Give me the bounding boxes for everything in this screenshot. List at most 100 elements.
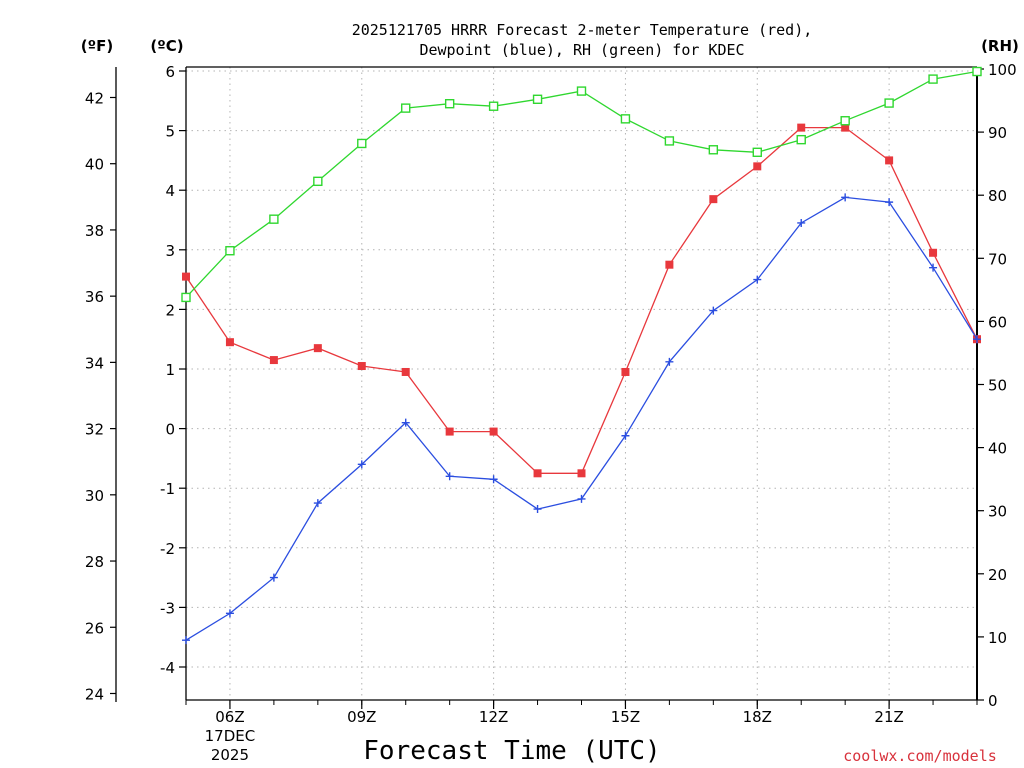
dewpoint-point bbox=[797, 218, 806, 227]
dewpoint-point bbox=[445, 472, 454, 481]
temperature-point bbox=[269, 356, 278, 365]
temperature-point bbox=[577, 469, 586, 478]
rh-tick-label: 0 bbox=[988, 692, 998, 710]
dewpoint-point bbox=[929, 263, 938, 272]
chart-title: 2025121705 HRRR Forecast 2-meter Tempera… bbox=[352, 21, 813, 39]
dewpoint-point bbox=[841, 193, 850, 202]
rh-series bbox=[181, 66, 982, 303]
rh-point bbox=[444, 99, 455, 109]
rh-tick-label: 20 bbox=[988, 566, 1007, 584]
rh-point bbox=[488, 101, 499, 111]
temperature-point bbox=[621, 367, 630, 376]
fahrenheit-tick-label: 36 bbox=[85, 288, 104, 306]
fahrenheit-tick-label: 32 bbox=[85, 421, 104, 439]
x-tick-date-label: 17DEC bbox=[205, 727, 256, 745]
rh-tick-label: 80 bbox=[988, 187, 1007, 205]
dewpoint-point bbox=[489, 475, 498, 484]
temperature-point bbox=[313, 344, 322, 353]
fahrenheit-tick-label: 38 bbox=[85, 222, 104, 240]
rh-point bbox=[181, 292, 191, 303]
x-tick-label: 21Z bbox=[874, 708, 903, 726]
rh-point bbox=[269, 214, 279, 224]
x-tick-label: 12Z bbox=[479, 708, 508, 726]
temperature-point bbox=[533, 469, 542, 478]
temperature-point bbox=[885, 156, 894, 165]
rh-tick-label: 50 bbox=[988, 377, 1007, 395]
x-tick-year-label: 2025 bbox=[211, 746, 249, 764]
rh-point bbox=[840, 116, 850, 126]
fahrenheit-tick-label: 24 bbox=[85, 685, 104, 703]
rh-point bbox=[884, 98, 894, 108]
celsius-tick-label: 4 bbox=[165, 182, 175, 200]
rh-point bbox=[401, 103, 411, 113]
rh-tick-label: 10 bbox=[988, 629, 1007, 647]
rh-tick-label: 100 bbox=[988, 61, 1017, 79]
dewpoint-point bbox=[973, 335, 981, 344]
celsius-tick-label: 1 bbox=[165, 361, 175, 379]
fahrenheit-tick-label: 30 bbox=[85, 487, 104, 505]
dewpoint-point bbox=[753, 275, 762, 284]
dewpoint-point bbox=[357, 460, 366, 469]
celsius-tick-label: 0 bbox=[165, 421, 175, 439]
rh-point bbox=[357, 138, 367, 149]
rh-tick-label: 30 bbox=[988, 503, 1007, 521]
dewpoint-point bbox=[401, 418, 410, 427]
x-tick-label: 15Z bbox=[611, 708, 640, 726]
dewpoint-series bbox=[182, 193, 981, 645]
celsius-tick-label: -4 bbox=[160, 659, 175, 677]
celsius-tick-label: 2 bbox=[165, 301, 175, 319]
dewpoint-point bbox=[313, 499, 322, 508]
fahrenheit-unit-label: (ºF) bbox=[81, 37, 113, 55]
celsius-tick-label: -1 bbox=[160, 480, 175, 498]
fahrenheit-tick-label: 40 bbox=[85, 156, 104, 174]
fahrenheit-tick-label: 28 bbox=[85, 553, 104, 571]
temperature-point bbox=[709, 195, 718, 204]
credit-label: coolwx.com/models bbox=[843, 747, 997, 765]
celsius-unit-label: (ºC) bbox=[150, 37, 183, 55]
fahrenheit-tick-label: 42 bbox=[85, 89, 104, 107]
temperature-point bbox=[182, 272, 190, 281]
temperature-point bbox=[489, 427, 498, 436]
rh-point bbox=[752, 147, 762, 157]
fahrenheit-tick-label: 34 bbox=[85, 354, 104, 372]
temperature-line bbox=[185, 126, 978, 474]
dewpoint-point bbox=[665, 357, 674, 366]
rh-tick-label: 90 bbox=[988, 124, 1007, 142]
temperature-series bbox=[182, 123, 981, 478]
temperature-point bbox=[665, 260, 674, 269]
temperature-point bbox=[225, 338, 234, 347]
rh-line bbox=[185, 70, 978, 298]
x-tick-label: 06Z bbox=[215, 708, 244, 726]
temperature-point bbox=[929, 248, 938, 257]
celsius-tick-label: 6 bbox=[165, 63, 175, 81]
chart-subtitle: Dewpoint (blue), RH (green) for KDEC bbox=[419, 41, 744, 59]
rh-point bbox=[928, 74, 938, 84]
dewpoint-point bbox=[269, 573, 278, 582]
rh-tick-label: 70 bbox=[988, 250, 1007, 268]
rh-tick-label: 60 bbox=[988, 313, 1007, 331]
rh-point bbox=[225, 246, 235, 256]
celsius-tick-label: -3 bbox=[160, 599, 175, 617]
fahrenheit-tick-label: 26 bbox=[85, 619, 104, 637]
celsius-tick-label: 3 bbox=[165, 242, 175, 260]
dewpoint-point bbox=[577, 494, 586, 503]
rh-point bbox=[972, 66, 982, 77]
rh-point bbox=[620, 114, 631, 124]
temperature-point bbox=[445, 427, 454, 436]
dewpoint-point bbox=[885, 198, 894, 207]
temperature-point bbox=[357, 362, 366, 371]
rh-point bbox=[532, 94, 543, 104]
series-layer bbox=[181, 66, 982, 645]
dewpoint-line bbox=[185, 196, 978, 641]
rh-point bbox=[796, 134, 806, 145]
celsius-tick-label: -2 bbox=[160, 540, 175, 558]
rh-tick-label: 40 bbox=[988, 440, 1007, 458]
rh-unit-label: (RH) bbox=[981, 37, 1019, 55]
axes: -4-3-2-101234562426283032343638404201020… bbox=[85, 61, 1017, 764]
x-tick-label: 09Z bbox=[347, 708, 376, 726]
rh-point bbox=[576, 86, 587, 96]
rh-point bbox=[664, 136, 675, 146]
dewpoint-point bbox=[709, 306, 718, 315]
temperature-point bbox=[401, 367, 410, 376]
